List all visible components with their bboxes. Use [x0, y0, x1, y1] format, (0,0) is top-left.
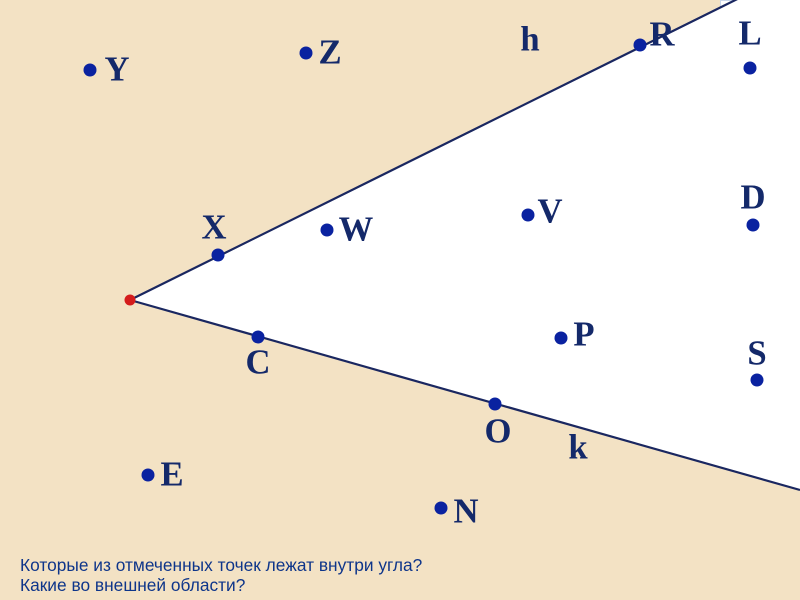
label-O: O — [485, 413, 512, 452]
point-V — [522, 209, 535, 222]
angle-vertex-point — [125, 295, 136, 306]
point-C — [252, 331, 265, 344]
angle-region — [0, 0, 800, 600]
point-P — [555, 332, 568, 345]
question-line-1: Которые из отмеченных точек лежат внутри… — [20, 555, 422, 576]
point-S — [751, 374, 764, 387]
label-V: V — [537, 193, 562, 232]
label-R: R — [649, 16, 674, 55]
point-L — [744, 62, 757, 75]
label-Y: Y — [104, 51, 129, 90]
question-line-2: Какие во внешней области? — [20, 575, 245, 596]
label-Z: Z — [318, 34, 341, 73]
point-N — [435, 502, 448, 515]
label-N: N — [453, 493, 478, 532]
point-Y — [84, 64, 97, 77]
label-S: S — [747, 335, 766, 374]
label-X: X — [201, 209, 226, 248]
diagram-stage: Которые из отмеченных точек лежат внутри… — [0, 0, 800, 600]
point-D — [747, 219, 760, 232]
point-O — [489, 398, 502, 411]
point-X — [212, 249, 225, 262]
point-W — [321, 224, 334, 237]
label-E: E — [160, 456, 183, 495]
label-W: W — [339, 211, 374, 250]
label-L: L — [738, 15, 761, 54]
label-D: D — [740, 179, 765, 218]
point-R — [634, 39, 647, 52]
label-h: h — [520, 21, 539, 60]
point-Z — [300, 47, 313, 60]
label-C: C — [245, 344, 270, 383]
label-P: P — [573, 316, 594, 355]
point-E — [142, 469, 155, 482]
angle-interior-fill — [130, 0, 800, 490]
label-k: k — [568, 429, 587, 468]
